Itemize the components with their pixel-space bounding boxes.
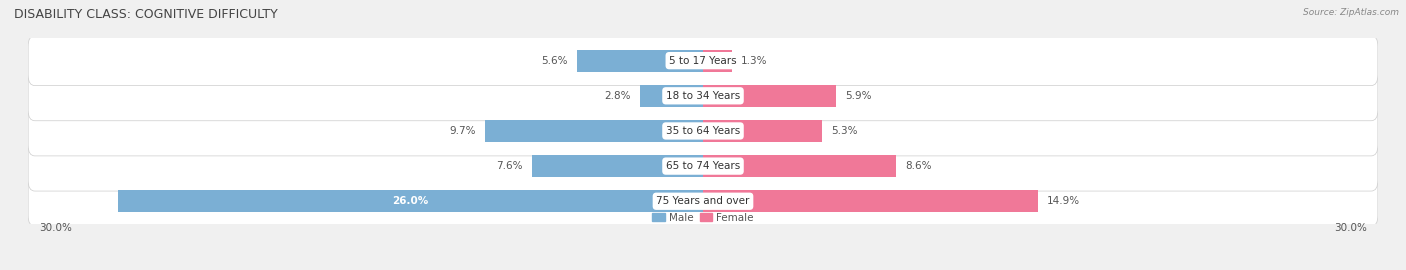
Text: 30.0%: 30.0% xyxy=(1334,223,1367,233)
Text: 65 to 74 Years: 65 to 74 Years xyxy=(666,161,740,171)
Text: 30.0%: 30.0% xyxy=(39,223,72,233)
FancyBboxPatch shape xyxy=(28,176,1378,226)
Bar xyxy=(576,50,703,72)
Bar xyxy=(531,155,703,177)
Text: 5 to 17 Years: 5 to 17 Years xyxy=(669,56,737,66)
Text: 18 to 34 Years: 18 to 34 Years xyxy=(666,91,740,101)
Text: 2.8%: 2.8% xyxy=(605,91,631,101)
Bar xyxy=(703,190,1038,212)
FancyBboxPatch shape xyxy=(28,106,1378,156)
Text: 14.9%: 14.9% xyxy=(1047,196,1080,206)
FancyBboxPatch shape xyxy=(28,141,1378,191)
Text: 7.6%: 7.6% xyxy=(496,161,523,171)
FancyBboxPatch shape xyxy=(28,36,1378,86)
Text: 1.3%: 1.3% xyxy=(741,56,768,66)
Bar xyxy=(703,85,835,107)
Bar xyxy=(703,50,733,72)
Bar xyxy=(703,155,897,177)
Text: 5.3%: 5.3% xyxy=(831,126,858,136)
Bar xyxy=(640,85,703,107)
Text: 9.7%: 9.7% xyxy=(450,126,475,136)
Bar xyxy=(118,190,703,212)
Text: 75 Years and over: 75 Years and over xyxy=(657,196,749,206)
Text: 26.0%: 26.0% xyxy=(392,196,429,206)
Bar xyxy=(703,120,823,142)
Text: DISABILITY CLASS: COGNITIVE DIFFICULTY: DISABILITY CLASS: COGNITIVE DIFFICULTY xyxy=(14,8,278,21)
Legend: Male, Female: Male, Female xyxy=(652,212,754,223)
Text: Source: ZipAtlas.com: Source: ZipAtlas.com xyxy=(1303,8,1399,17)
Text: 5.6%: 5.6% xyxy=(541,56,568,66)
Text: 5.9%: 5.9% xyxy=(845,91,872,101)
Text: 8.6%: 8.6% xyxy=(905,161,932,171)
Text: 35 to 64 Years: 35 to 64 Years xyxy=(666,126,740,136)
Bar xyxy=(485,120,703,142)
FancyBboxPatch shape xyxy=(28,71,1378,121)
